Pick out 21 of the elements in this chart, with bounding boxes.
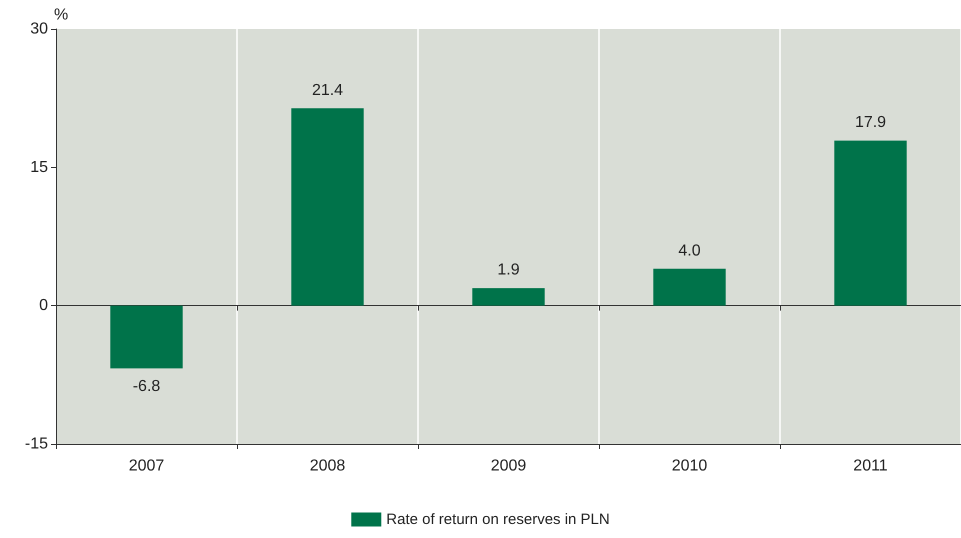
- y-tick-label: 0: [39, 297, 48, 314]
- data-label: -6.8: [132, 378, 160, 395]
- data-label: 4.0: [678, 242, 701, 260]
- bar: [472, 288, 545, 306]
- x-tick-label: 2008: [310, 458, 346, 474]
- bar: [110, 306, 183, 368]
- y-tick-label: -15: [24, 436, 48, 452]
- y-tick-label: 30: [30, 20, 48, 38]
- x-tick-label: 2011: [853, 458, 888, 474]
- x-tick-label: 2010: [672, 458, 708, 474]
- y-tick-label: 15: [30, 158, 48, 176]
- bar: [291, 108, 364, 306]
- data-label: 1.9: [497, 262, 520, 279]
- bar: [653, 268, 726, 306]
- x-tick-label: 2009: [490, 458, 526, 474]
- bar: [834, 140, 907, 306]
- y-axis-title: %: [54, 6, 68, 24]
- legend-label: Rate of return on reserves in PLN: [386, 511, 610, 528]
- x-tick-label: 2007: [128, 458, 164, 474]
- data-label: 17.9: [854, 114, 886, 132]
- data-label: 21.4: [312, 82, 344, 99]
